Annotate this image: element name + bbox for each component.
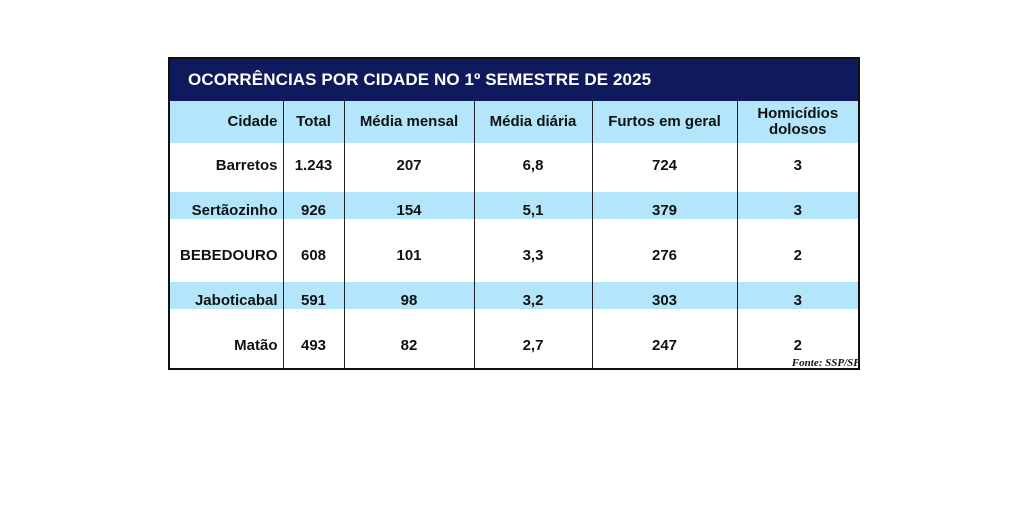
table-cell: 207: [343, 143, 474, 188]
header-cell: Média diária: [473, 101, 592, 143]
header-cell: Média mensal: [343, 101, 474, 143]
table-row: BEBEDOURO 608 101 3,3 276 2: [170, 233, 858, 278]
table-cell: 303: [591, 278, 737, 323]
table-cell: 2: [736, 323, 858, 368]
table-row: Matão 493 82 2,7 247 2: [170, 323, 858, 368]
table-cell: 2,7: [473, 323, 592, 368]
table-cell: 82: [343, 323, 474, 368]
table-cell: 3,3: [473, 233, 592, 278]
header-cell: Furtos em geral: [591, 101, 737, 143]
table-cell: 591: [282, 278, 344, 323]
source-note: Fonte: SSP/SP: [791, 357, 860, 369]
table-cell: Sertãozinho: [170, 188, 283, 233]
table-row: Jaboticabal 591 98 3,2 303 3: [170, 278, 858, 323]
table-cell: 276: [591, 233, 737, 278]
table-cell: 608: [282, 233, 344, 278]
header-cell: Homicídios dolosos: [736, 101, 858, 143]
table-row: Barretos 1.243 207 6,8 724 3: [170, 143, 858, 188]
table-cell: 154: [343, 188, 474, 233]
table-cell: 493: [282, 323, 344, 368]
table-title: OCORRÊNCIAS POR CIDADE NO 1º SEMESTRE DE…: [170, 59, 858, 101]
table-cell: Barretos: [170, 143, 283, 188]
table-cell: 5,1: [473, 188, 592, 233]
table-cell: 2: [736, 233, 858, 278]
header-cell: Total: [282, 101, 344, 143]
table-cell: 6,8: [473, 143, 592, 188]
table-cell: 3: [736, 188, 858, 233]
header-row: Cidade Total Média mensal Média diária F…: [170, 101, 858, 143]
table-cell: 3: [736, 143, 858, 188]
table-cell: 1.243: [282, 143, 344, 188]
table-cell: 3,2: [473, 278, 592, 323]
table-cell: 101: [343, 233, 474, 278]
table-cell: Jaboticabal: [170, 278, 283, 323]
table-cell: 926: [282, 188, 344, 233]
table-cell: 379: [591, 188, 737, 233]
table-cell: 247: [591, 323, 737, 368]
data-table: Cidade Total Média mensal Média diária F…: [170, 101, 858, 368]
table-cell: 98: [343, 278, 474, 323]
table-cell: BEBEDOURO: [170, 233, 283, 278]
table-cell: 3: [736, 278, 858, 323]
table-row: Sertãozinho 926 154 5,1 379 3: [170, 188, 858, 233]
table-cell: Matão: [170, 323, 283, 368]
header-cell: Cidade: [170, 101, 283, 143]
table-cell: 724: [591, 143, 737, 188]
data-table-card: OCORRÊNCIAS POR CIDADE NO 1º SEMESTRE DE…: [168, 57, 860, 370]
